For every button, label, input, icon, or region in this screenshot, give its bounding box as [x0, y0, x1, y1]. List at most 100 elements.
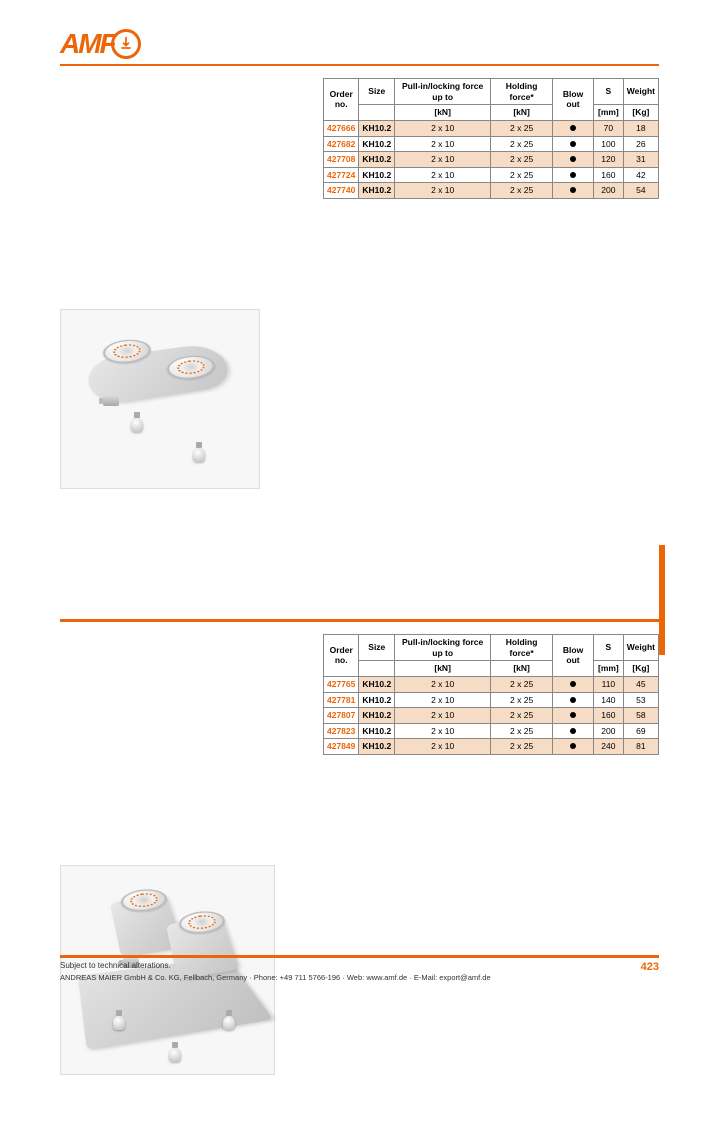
footer-left: Subject to technical alterations. — [60, 961, 171, 973]
cell-order: 427682 — [324, 136, 359, 152]
cell-hold: 2 x 25 — [491, 152, 553, 168]
side-tab — [659, 545, 665, 655]
cell-w: 42 — [623, 167, 658, 183]
th-w-unit: [Kg] — [623, 105, 658, 121]
cell-blow — [553, 692, 594, 708]
cell-order: 427724 — [324, 167, 359, 183]
th-s: S — [593, 635, 623, 661]
table-row: 427807KH10.22 x 102 x 2516058 — [324, 708, 659, 724]
th-w: Weight — [623, 79, 658, 105]
cell-s: 140 — [593, 692, 623, 708]
table-row: 427682KH10.22 x 102 x 25 10026 — [324, 136, 659, 152]
cell-size: KH10.2 — [359, 120, 395, 136]
cell-w: 81 — [623, 739, 658, 755]
cell-size: KH10.2 — [359, 723, 395, 739]
cell-w: 31 — [623, 152, 658, 168]
th-hold-unit: [kN] — [491, 661, 553, 677]
cell-hold: 2 x 25 — [491, 183, 553, 199]
cell-w: 58 — [623, 708, 658, 724]
cell-size: KH10.2 — [359, 167, 395, 183]
logo: AMF — [60, 28, 659, 60]
cell-size: KH10.2 — [359, 676, 395, 692]
cell-w: 45 — [623, 676, 658, 692]
cell-w: 18 — [623, 120, 658, 136]
th-hold-unit: [kN] — [491, 105, 553, 121]
cell-blow — [553, 708, 594, 724]
cell-s: 120 — [593, 152, 623, 168]
cell-s: 200 — [593, 183, 623, 199]
cell-s: 160 — [593, 167, 623, 183]
cell-pull: 2 x 10 — [395, 120, 491, 136]
th-s: S — [593, 79, 623, 105]
cell-size: KH10.2 — [359, 739, 395, 755]
cell-order: 427740 — [324, 183, 359, 199]
footer: Subject to technical alterations. 423 AN… — [60, 953, 659, 982]
section-1: Order no. Size Pull-in/locking force up … — [60, 78, 659, 489]
cell-order: 427765 — [324, 676, 359, 692]
logo-text: AMF — [60, 28, 115, 60]
th-blow: Blow out — [553, 79, 594, 121]
th-hold: Holding force* — [491, 79, 553, 105]
cell-pull: 2 x 10 — [395, 708, 491, 724]
divider — [60, 64, 659, 66]
cell-blow — [553, 152, 594, 168]
cell-hold: 2 x 25 — [491, 723, 553, 739]
cell-w: 69 — [623, 723, 658, 739]
cell-w: 54 — [623, 183, 658, 199]
cell-hold: 2 x 25 — [491, 676, 553, 692]
cell-hold: 2 x 25 — [491, 136, 553, 152]
th-w: Weight — [623, 635, 658, 661]
cell-blow — [553, 739, 594, 755]
cell-pull: 2 x 10 — [395, 723, 491, 739]
cell-pull: 2 x 10 — [395, 136, 491, 152]
th-s-unit: [mm] — [593, 105, 623, 121]
table-row: 427781KH10.22 x 102 x 25 14053 — [324, 692, 659, 708]
cell-hold: 2 x 25 — [491, 120, 553, 136]
cell-size: KH10.2 — [359, 136, 395, 152]
cell-s: 160 — [593, 708, 623, 724]
table-row: 427849KH10.22 x 102 x 2524081 — [324, 739, 659, 755]
cell-size: KH10.2 — [359, 152, 395, 168]
th-size: Size — [359, 635, 395, 661]
cell-order: 427849 — [324, 739, 359, 755]
cell-blow — [553, 183, 594, 199]
cell-order: 427823 — [324, 723, 359, 739]
cell-w: 26 — [623, 136, 658, 152]
cell-s: 240 — [593, 739, 623, 755]
cell-hold: 2 x 25 — [491, 692, 553, 708]
cell-pull: 2 x 10 — [395, 676, 491, 692]
page-number: 423 — [641, 961, 659, 973]
cell-order: 427666 — [324, 120, 359, 136]
th-size: Size — [359, 79, 395, 105]
spec-table-2: Order no. Size Pull-in/locking force up … — [323, 634, 659, 755]
cell-order: 427708 — [324, 152, 359, 168]
cell-hold: 2 x 25 — [491, 708, 553, 724]
th-w-unit: [Kg] — [623, 661, 658, 677]
cell-size: KH10.2 — [359, 708, 395, 724]
cell-pull: 2 x 10 — [395, 692, 491, 708]
cell-size: KH10.2 — [359, 183, 395, 199]
table-row: 427666KH10.22 x 102 x 257018 — [324, 120, 659, 136]
th-pull-unit: [kN] — [395, 661, 491, 677]
cell-blow — [553, 167, 594, 183]
cell-w: 53 — [623, 692, 658, 708]
section-2: Order no. Size Pull-in/locking force up … — [60, 634, 659, 1075]
cell-hold: 2 x 25 — [491, 167, 553, 183]
spec-table-1: Order no. Size Pull-in/locking force up … — [323, 78, 659, 199]
cell-blow — [553, 120, 594, 136]
product-image-1 — [60, 309, 260, 489]
cell-blow — [553, 723, 594, 739]
table-row: 427765KH10.22 x 102 x 25 11045 — [324, 676, 659, 692]
table-row: 427724KH10.22 x 102 x 2516042 — [324, 167, 659, 183]
th-pull-unit: [kN] — [395, 105, 491, 121]
cell-s: 110 — [593, 676, 623, 692]
table-row: 427823KH10.22 x 102 x 25 20069 — [324, 723, 659, 739]
th-blow: Blow out — [553, 635, 594, 677]
cell-size: KH10.2 — [359, 692, 395, 708]
cell-s: 200 — [593, 723, 623, 739]
th-s-unit: [mm] — [593, 661, 623, 677]
footer-center: ANDREAS MAIER GmbH & Co. KG, Fellbach, G… — [60, 973, 491, 982]
cell-s: 100 — [593, 136, 623, 152]
cell-order: 427781 — [324, 692, 359, 708]
th-hold: Holding force* — [491, 635, 553, 661]
